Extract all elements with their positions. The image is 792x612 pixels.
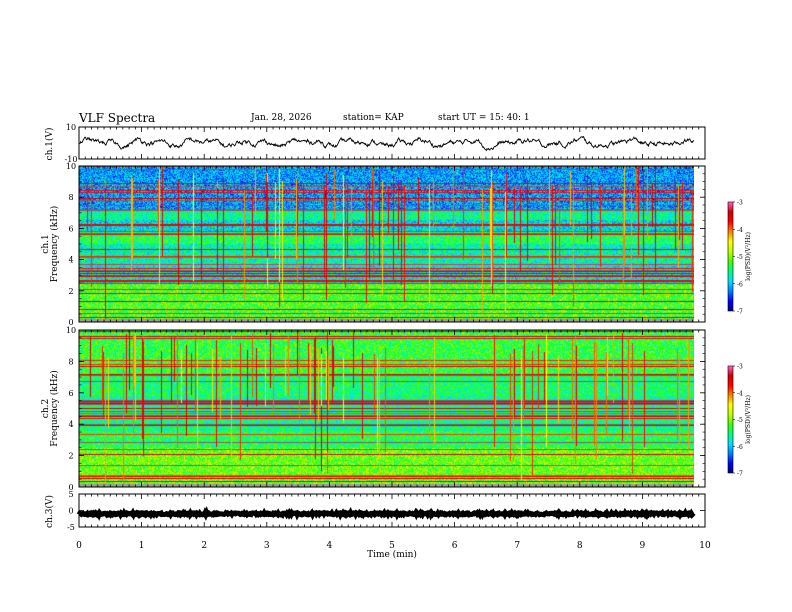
ch2-spectrogram-ylabel: Frequency (kHz): [49, 370, 60, 447]
station-label: station= KAP: [343, 113, 404, 123]
ch2-spectrogram-ytick-label: 0: [68, 483, 73, 492]
x-axis-label: Time (min): [367, 549, 417, 560]
x-tick-label: 7: [514, 541, 520, 551]
ch2-spectrogram-colorbar-tick-label: -3: [737, 364, 743, 371]
ch1-spectrogram-colorbar-tick-label: -5: [737, 254, 743, 261]
date-label: Jan. 28, 2026: [251, 113, 312, 123]
ch1-voltage-trace: [78, 135, 695, 152]
chart-title: VLF Spectra: [79, 111, 156, 125]
ch1-voltage-ytick-label: -10: [65, 155, 78, 164]
ch2-spectrogram-ytick-label: 2: [68, 452, 73, 461]
ch2-spectrogram-colorbar-tick-label: -5: [737, 417, 743, 424]
ch2-spectrogram-ytick-label: 8: [68, 357, 73, 366]
spectrogram-image-ch2: [79, 330, 694, 487]
x-tick-label: 2: [201, 541, 207, 551]
ch3-voltage-ytick-label: -5: [67, 523, 75, 532]
ch3-voltage-ylabel: ch.3(V): [44, 495, 55, 528]
spectrogram-image-ch1: [79, 166, 694, 322]
ch3-voltage-trace: [76, 506, 696, 522]
ch1-spectrogram-ytick-label: 8: [68, 193, 73, 202]
ch2-spectrogram-ytick-label: 10: [66, 326, 76, 335]
ch1-spectrogram-ylabel: ch.1: [41, 234, 51, 253]
ch3-voltage-ytick-label: 0: [68, 507, 73, 516]
ch2-spectrogram-colorbar-tick-label: -4: [737, 390, 743, 397]
ch1-spectrogram-colorbar: [727, 201, 734, 312]
ch2-spectrogram-colorbar-tick-label: -7: [737, 471, 743, 478]
x-tick-label: 10: [699, 541, 711, 551]
ch1-spectrogram-ytick-label: 10: [66, 162, 76, 171]
x-tick-label: 0: [76, 541, 82, 551]
ch1-voltage-ytick-label: 10: [66, 123, 76, 132]
ch1-spectrogram-colorbar-tick-label: -4: [737, 227, 743, 234]
ch1-spectrogram-ytick-label: 2: [68, 287, 73, 296]
ch2-spectrogram-ytick-label: 6: [68, 389, 73, 398]
x-tick-label: 1: [139, 541, 145, 551]
x-tick-label: 8: [577, 541, 583, 551]
ch2-spectrogram-ytick-label: 4: [68, 420, 73, 429]
ch1-spectrogram-colorbar-tick-label: -3: [737, 200, 743, 207]
ch2-spectrogram-ylabel: ch.2: [41, 399, 51, 418]
ch2-spectrogram-colorbar-tick-label: -6: [737, 444, 743, 451]
ch1-voltage-ylabel: ch.1(V): [44, 128, 55, 161]
x-tick-label: 3: [264, 541, 270, 551]
start-time-label: start UT = 15: 40: 1: [438, 113, 530, 123]
ch1-spectrogram-ylabel: Frequency (kHz): [49, 206, 60, 283]
ch1-spectrogram-colorbar-label: log(PSD)(V²/Hz): [745, 232, 752, 281]
ch2-spectrogram-colorbar-label: log(PSD)(V²/Hz): [745, 395, 752, 444]
ch1-spectrogram-ytick-label: 4: [68, 256, 73, 265]
x-tick-label: 4: [327, 541, 333, 551]
ch1-spectrogram-colorbar-tick-label: -6: [737, 281, 743, 288]
ch3-voltage-ytick-label: 5: [68, 490, 73, 499]
x-tick-label: 5: [389, 541, 395, 551]
ch1-spectrogram-ytick-label: 6: [68, 224, 73, 233]
ch1-spectrogram-ytick-label: 0: [68, 318, 73, 327]
ch2-spectrogram-colorbar: [727, 365, 734, 474]
x-tick-label: 9: [640, 541, 646, 551]
ch1-spectrogram-colorbar-tick-label: -7: [737, 309, 743, 316]
x-tick-label: 6: [452, 541, 458, 551]
